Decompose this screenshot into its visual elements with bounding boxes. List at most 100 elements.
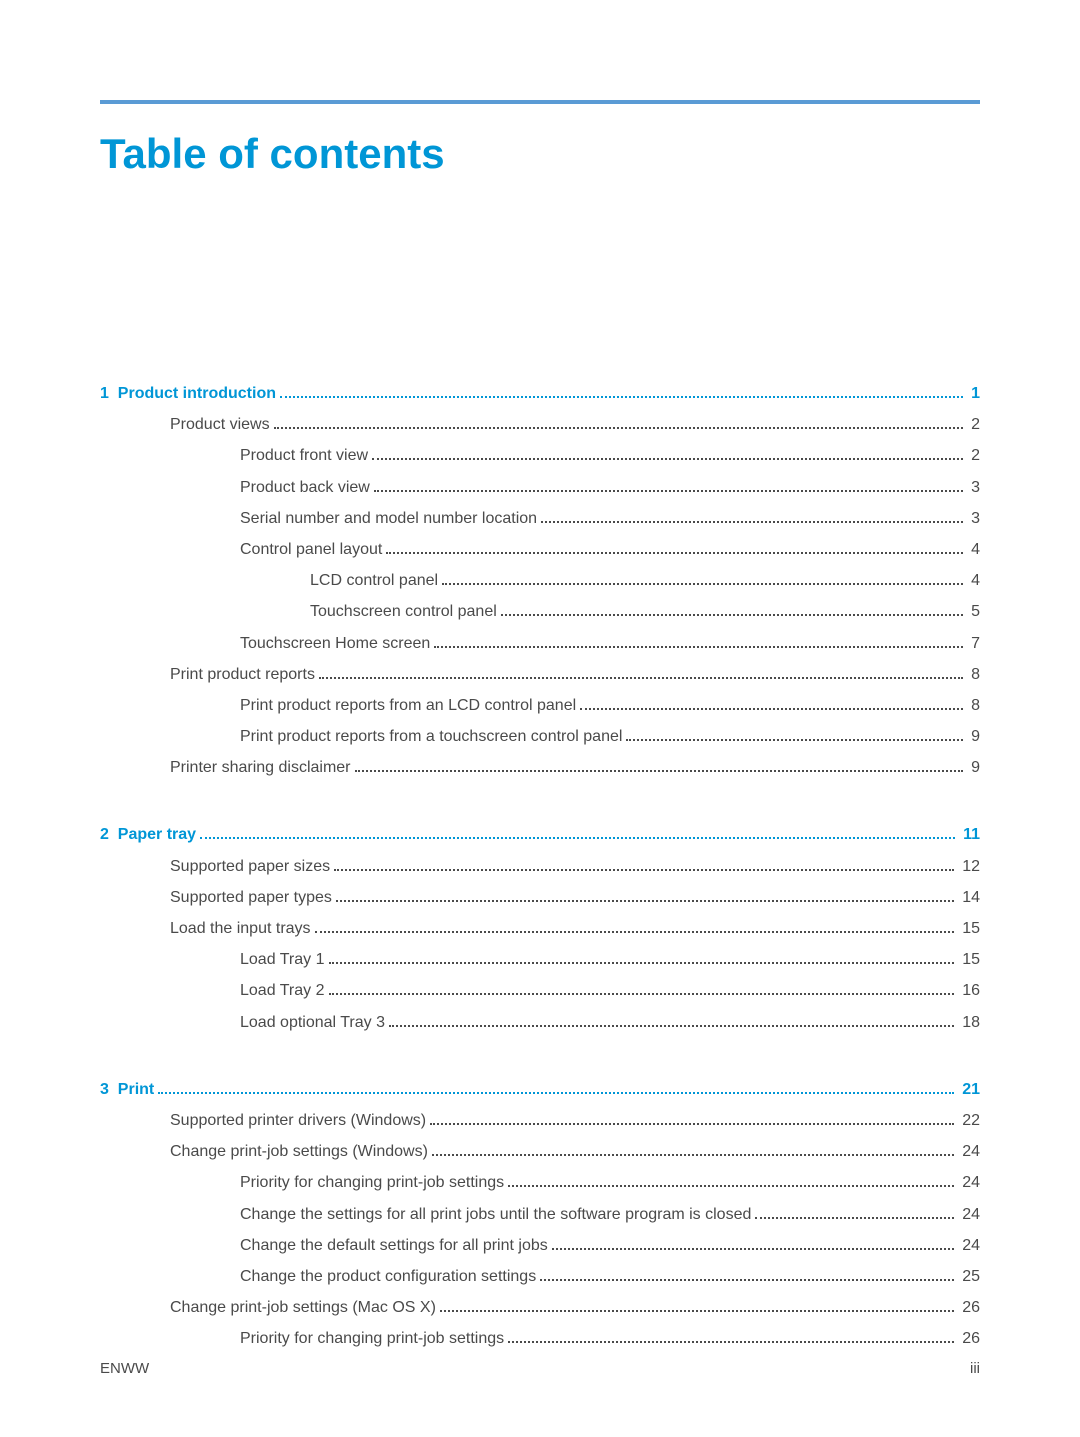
toc-item[interactable]: Change the product configuration setting… [100,1261,980,1292]
toc-item-text: Print product reports [170,659,315,690]
footer-right: iii [970,1360,980,1377]
toc-leaders [274,416,964,430]
toc-item[interactable]: Control panel layout 4 [100,534,980,565]
toc-item[interactable]: Priority for changing print-job settings… [100,1167,980,1198]
toc-page-number: 7 [967,628,980,659]
toc-item[interactable]: Print product reports from an LCD contro… [100,690,980,721]
toc-item[interactable]: Supported paper types 14 [100,882,980,913]
toc-page-number: 8 [967,690,980,721]
toc-item[interactable]: Print product reports 8 [100,659,980,690]
toc-section: 2 Paper tray 11Supported paper sizes 12S… [100,819,980,1037]
toc-item[interactable]: Touchscreen Home screen 7 [100,628,980,659]
toc-page-number: 26 [958,1292,980,1323]
toc-item[interactable]: Load optional Tray 3 18 [100,1007,980,1038]
toc-item[interactable]: Supported paper sizes 12 [100,851,980,882]
toc-heading-text: 2 Paper tray [100,819,196,850]
toc-item[interactable]: Load Tray 2 16 [100,975,980,1006]
toc-item[interactable]: Load the input trays 15 [100,913,980,944]
toc-item[interactable]: Touchscreen control panel 5 [100,596,980,627]
toc-heading-text: 3 Print [100,1074,154,1105]
toc-section-heading[interactable]: 3 Print 21 [100,1074,980,1105]
toc-item-text: Control panel layout [240,534,382,565]
toc-item-text: Printer sharing disclaimer [170,752,351,783]
toc-item-text: Product front view [240,440,368,471]
toc-page-number: 11 [959,819,980,850]
toc-page-number: 4 [967,565,980,596]
toc-leaders [508,1174,954,1188]
toc-page-number: 21 [958,1074,980,1105]
toc-item[interactable]: Change the settings for all print jobs u… [100,1199,980,1230]
toc-leaders [280,384,963,398]
toc-page-number: 16 [958,975,980,1006]
toc-leaders [430,1111,954,1125]
footer-left: ENWW [100,1360,149,1377]
toc-page-number: 26 [958,1323,980,1354]
toc-item[interactable]: Serial number and model number location … [100,503,980,534]
toc-item-text: Change print-job settings (Mac OS X) [170,1292,436,1323]
toc-leaders [580,696,963,710]
toc-item-text: Priority for changing print-job settings [240,1323,504,1354]
toc-leaders [336,888,954,902]
toc-item[interactable]: Product back view 3 [100,472,980,503]
toc-item[interactable]: Printer sharing disclaimer 9 [100,752,980,783]
toc-item[interactable]: Change print-job settings (Mac OS X) 26 [100,1292,980,1323]
toc-item-text: Load optional Tray 3 [240,1007,385,1038]
toc-item-text: Change the product configuration setting… [240,1261,536,1292]
toc-leaders [540,1267,954,1281]
toc-item-text: Print product reports from a touchscreen… [240,721,622,752]
toc-leaders [389,1013,954,1027]
toc-leaders [501,603,963,617]
toc-page-number: 24 [958,1136,980,1167]
toc-leaders [372,447,963,461]
toc-page-number: 2 [967,440,980,471]
table-of-contents: 1 Product introduction 1Product views 2P… [100,378,980,1354]
toc-page-number: 25 [958,1261,980,1292]
toc-item-text: Load Tray 2 [240,975,325,1006]
toc-item[interactable]: Change print-job settings (Windows) 24 [100,1136,980,1167]
toc-section-heading[interactable]: 2 Paper tray 11 [100,819,980,850]
toc-item[interactable]: Change the default settings for all prin… [100,1230,980,1261]
toc-item[interactable]: Load Tray 1 15 [100,944,980,975]
toc-page-number: 4 [967,534,980,565]
toc-page-number: 24 [958,1230,980,1261]
toc-page-number: 1 [967,378,980,409]
toc-page-number: 14 [958,882,980,913]
toc-item-text: Supported paper types [170,882,332,913]
toc-item-text: Touchscreen control panel [310,596,497,627]
toc-item-text: Touchscreen Home screen [240,628,430,659]
toc-item-text: Product views [170,409,270,440]
toc-heading-text: 1 Product introduction [100,378,276,409]
toc-leaders [374,478,963,492]
toc-page-number: 3 [967,472,980,503]
toc-leaders [355,759,964,773]
toc-item[interactable]: Priority for changing print-job settings… [100,1323,980,1354]
toc-page-number: 3 [967,503,980,534]
toc-item[interactable]: Product views 2 [100,409,980,440]
toc-leaders [755,1205,954,1219]
toc-item-text: Load the input trays [170,913,311,944]
toc-leaders [158,1080,954,1094]
toc-item-text: Print product reports from an LCD contro… [240,690,576,721]
toc-page-number: 2 [967,409,980,440]
toc-item[interactable]: Print product reports from a touchscreen… [100,721,980,752]
toc-page-number: 22 [958,1105,980,1136]
toc-item-text: Change the settings for all print jobs u… [240,1199,751,1230]
toc-item[interactable]: Product front view 2 [100,440,980,471]
toc-item[interactable]: Supported printer drivers (Windows) 22 [100,1105,980,1136]
toc-item-text: Change the default settings for all prin… [240,1230,548,1261]
toc-leaders [432,1143,954,1157]
toc-section-heading[interactable]: 1 Product introduction 1 [100,378,980,409]
toc-page-number: 15 [958,944,980,975]
toc-section: 3 Print 21Supported printer drivers (Win… [100,1074,980,1355]
toc-leaders [329,982,955,996]
toc-page-number: 9 [967,752,980,783]
toc-page-number: 18 [958,1007,980,1038]
toc-leaders [329,951,955,965]
toc-page-number: 12 [958,851,980,882]
toc-item-text: Supported printer drivers (Windows) [170,1105,426,1136]
toc-leaders [440,1298,954,1312]
toc-page-number: 8 [967,659,980,690]
toc-item[interactable]: LCD control panel 4 [100,565,980,596]
toc-item-text: Load Tray 1 [240,944,325,975]
toc-leaders [334,857,954,871]
